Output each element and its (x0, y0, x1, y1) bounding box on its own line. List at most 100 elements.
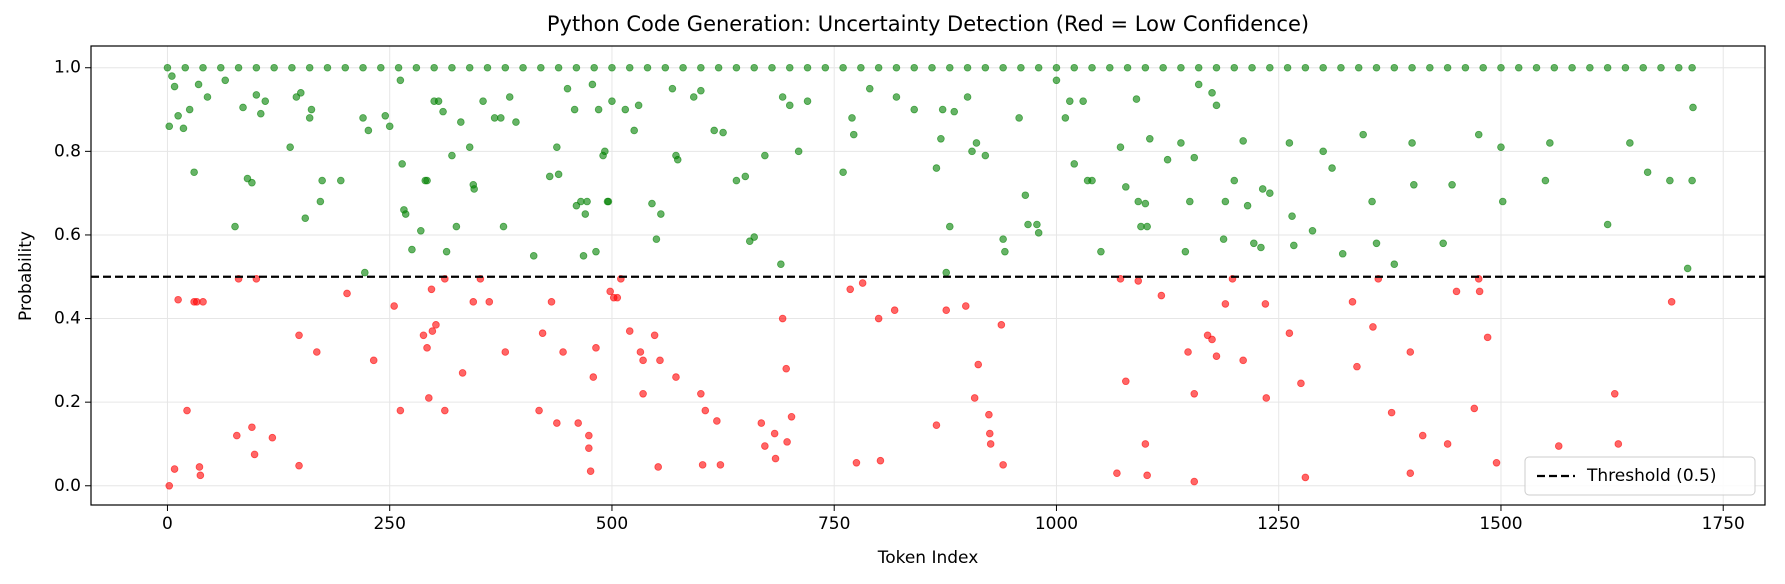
point (1475, 287, 1484, 296)
point (1116, 143, 1125, 151)
point (452, 222, 461, 231)
point (968, 147, 976, 156)
point (928, 63, 936, 72)
point (950, 107, 959, 116)
point (479, 97, 487, 105)
point (757, 419, 766, 427)
point (288, 63, 296, 72)
point (448, 151, 456, 160)
point (1639, 63, 1648, 72)
point (1261, 300, 1270, 308)
point (672, 373, 680, 381)
point (250, 450, 259, 459)
point (297, 89, 305, 97)
point (501, 348, 510, 356)
point (221, 76, 230, 85)
point (585, 444, 593, 452)
point (1123, 63, 1132, 72)
point (630, 126, 638, 135)
point (313, 348, 321, 356)
point (1283, 63, 1292, 72)
point (1406, 348, 1415, 356)
point (1319, 63, 1327, 72)
point (1603, 220, 1612, 229)
point (585, 431, 593, 440)
point (794, 147, 803, 156)
point (553, 143, 561, 151)
point (581, 210, 590, 218)
point (1643, 168, 1652, 177)
point (1426, 63, 1434, 72)
point (261, 97, 270, 105)
y-tick-label: 0.0 (54, 476, 81, 496)
point (434, 97, 443, 105)
point (408, 245, 416, 254)
point (231, 222, 239, 231)
point (634, 101, 643, 110)
point (1159, 63, 1167, 72)
x-tick-label: 1750 (1702, 514, 1745, 534)
point (563, 84, 572, 93)
point (1408, 139, 1416, 147)
point (1568, 63, 1576, 72)
point (377, 63, 385, 72)
point (1070, 63, 1079, 72)
point (777, 260, 785, 269)
point (343, 289, 351, 298)
point (839, 168, 847, 177)
point (425, 394, 433, 402)
point (876, 456, 885, 465)
point (1406, 469, 1415, 478)
point (857, 63, 865, 72)
point (890, 306, 899, 314)
point (490, 114, 499, 122)
point (592, 247, 600, 256)
point (203, 93, 212, 101)
point (787, 412, 796, 421)
point (1250, 239, 1258, 248)
point (1338, 249, 1347, 258)
point (183, 406, 191, 415)
point (1134, 277, 1143, 285)
point (535, 406, 543, 415)
point (732, 176, 741, 185)
point (608, 97, 616, 105)
point (359, 63, 367, 72)
point (1621, 63, 1630, 72)
point (1266, 63, 1274, 72)
x-tick-label: 1250 (1257, 514, 1300, 534)
point (1683, 264, 1692, 273)
point (163, 63, 172, 72)
point (553, 419, 561, 427)
point (972, 139, 981, 147)
point (937, 135, 945, 143)
point (981, 151, 990, 160)
x-tick-label: 750 (818, 514, 850, 534)
point (1033, 220, 1041, 229)
point (625, 63, 634, 72)
point (1657, 63, 1665, 72)
point (1603, 63, 1612, 72)
point (892, 93, 901, 101)
point (1353, 362, 1361, 371)
point (295, 331, 303, 340)
point (469, 298, 478, 306)
point (1479, 63, 1487, 72)
point (1239, 356, 1247, 365)
point (1288, 212, 1296, 220)
point (586, 467, 595, 475)
legend-box (1524, 456, 1756, 496)
point (590, 63, 598, 72)
x-tick-label: 1500 (1479, 514, 1522, 534)
point (932, 421, 941, 429)
point (1554, 442, 1563, 450)
point (1122, 183, 1130, 191)
point (942, 268, 951, 277)
point (770, 429, 779, 438)
point (364, 126, 373, 135)
point (910, 105, 919, 114)
x-tick-label: 1000 (1035, 514, 1078, 534)
point (1498, 197, 1507, 206)
y-axis-label: Probability (16, 231, 36, 321)
point (1157, 291, 1166, 300)
